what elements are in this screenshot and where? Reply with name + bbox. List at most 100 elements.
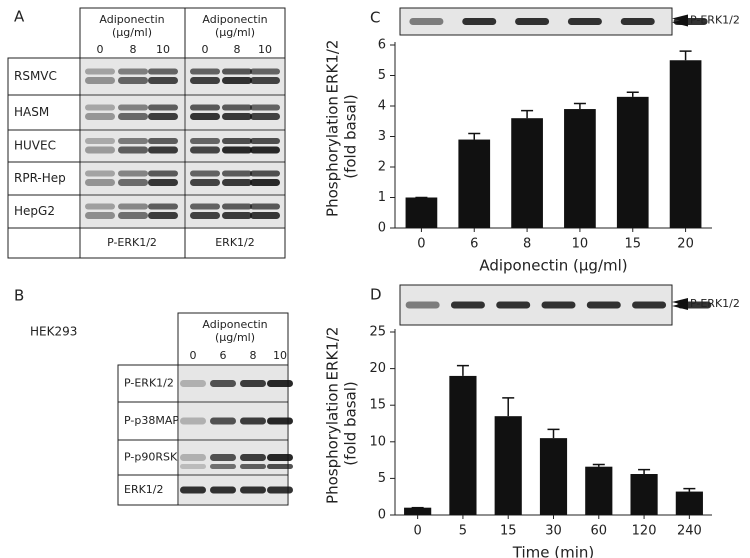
blot-band: [85, 77, 115, 84]
blot-band: [496, 301, 531, 309]
blot-band: [222, 179, 252, 186]
row-label: P-p90RSK: [124, 451, 178, 464]
header-text: (µg/ml): [215, 331, 255, 344]
blot-band: [190, 138, 220, 144]
blot-band: [85, 179, 115, 186]
y-axis-label: ERK1/2: [324, 327, 342, 381]
lane-label: 10: [273, 349, 287, 362]
blot-band: [620, 18, 655, 25]
arrowhead: [672, 18, 688, 27]
blot-band: [148, 68, 178, 75]
x-tick-label: 6: [470, 237, 478, 252]
blot-band: [586, 301, 621, 309]
y-tick-label: 2: [378, 160, 386, 175]
error-bar: [592, 463, 605, 467]
bar: [449, 375, 477, 515]
blot-band: [180, 464, 206, 469]
x-tick-label: 120: [632, 524, 657, 539]
lane-label: 10: [156, 43, 170, 56]
blot-band: [210, 417, 236, 425]
blot-band: [118, 203, 148, 210]
blot-band: [222, 77, 252, 84]
blot-background: [81, 131, 184, 161]
blot-band: [267, 454, 293, 461]
blot-band: [222, 170, 252, 177]
error-bar: [683, 487, 696, 492]
blot-band: [180, 417, 206, 425]
blot-band: [222, 212, 252, 219]
blot-band: [541, 301, 576, 309]
blot-band: [85, 203, 115, 210]
blot-band: [118, 138, 148, 144]
blot-band: [222, 104, 252, 111]
error-bar: [547, 428, 560, 439]
panel-label: B: [14, 287, 24, 305]
row-label: P-p38MAPK: [124, 414, 187, 427]
blot-band: [85, 113, 115, 120]
y-tick-label: 25: [369, 325, 386, 340]
lane-label: 8: [250, 349, 257, 362]
row-label: HepG2: [14, 204, 55, 218]
error-bar: [638, 468, 651, 475]
bar: [511, 118, 543, 228]
lane-label: 8: [234, 43, 241, 56]
blot-band: [240, 380, 266, 387]
bar: [458, 139, 491, 228]
arrowhead: [672, 302, 688, 310]
blot-band: [180, 380, 206, 387]
blot-background: [186, 196, 284, 227]
y-tick-label: 15: [369, 398, 386, 413]
bar: [404, 507, 432, 515]
x-tick-label: 10: [572, 237, 589, 252]
blot-band: [118, 212, 148, 219]
blot-band: [148, 203, 178, 210]
blot-band: [240, 486, 266, 494]
blot-band: [409, 18, 444, 25]
error-bar: [679, 50, 692, 61]
blot-band: [148, 146, 178, 154]
blot-band: [250, 212, 280, 219]
blot-band: [250, 104, 280, 111]
blot-band: [450, 301, 485, 309]
blot-band: [85, 146, 115, 154]
blot-band: [267, 380, 293, 387]
blot-band: [222, 113, 252, 120]
x-axis-label: Time (min): [512, 544, 594, 558]
blot-strip: [399, 284, 673, 326]
bar: [669, 60, 702, 228]
bar: [564, 109, 596, 228]
blot-band: [85, 170, 115, 177]
blot-band: [210, 454, 236, 461]
row-label: RPR-Hep: [14, 171, 66, 185]
blot-background: [186, 96, 284, 129]
y-axis-label: Phosphorylation: [324, 383, 342, 504]
blot-band: [222, 138, 252, 144]
blot-band: [267, 417, 293, 425]
x-tick-label: 8: [523, 237, 531, 252]
blot-band: [190, 146, 220, 154]
blot-band: [190, 212, 220, 219]
blot-band: [250, 146, 280, 154]
blot-band: [210, 486, 236, 494]
bar: [616, 96, 649, 228]
blot-band: [190, 179, 220, 186]
lane-label: 10: [258, 43, 272, 56]
blot-band: [118, 68, 148, 75]
panel-box: [117, 364, 289, 506]
blot-band: [250, 113, 280, 120]
lane-label: 8: [130, 43, 137, 56]
header-text: Adiponectin: [202, 318, 267, 331]
blot-band: [148, 77, 178, 84]
y-axis-label: (fold basal): [342, 94, 360, 179]
blot-label: P-ERK1/2: [690, 14, 740, 27]
blot-band: [118, 104, 148, 111]
lane-label: 6: [220, 349, 227, 362]
error-bar: [573, 102, 586, 110]
x-tick-label: 20: [677, 237, 694, 252]
blot-band: [148, 170, 178, 177]
blot-background: [81, 59, 184, 94]
y-tick-label: 20: [369, 361, 386, 376]
blot-background: [81, 163, 184, 194]
blot-background: [81, 96, 184, 129]
